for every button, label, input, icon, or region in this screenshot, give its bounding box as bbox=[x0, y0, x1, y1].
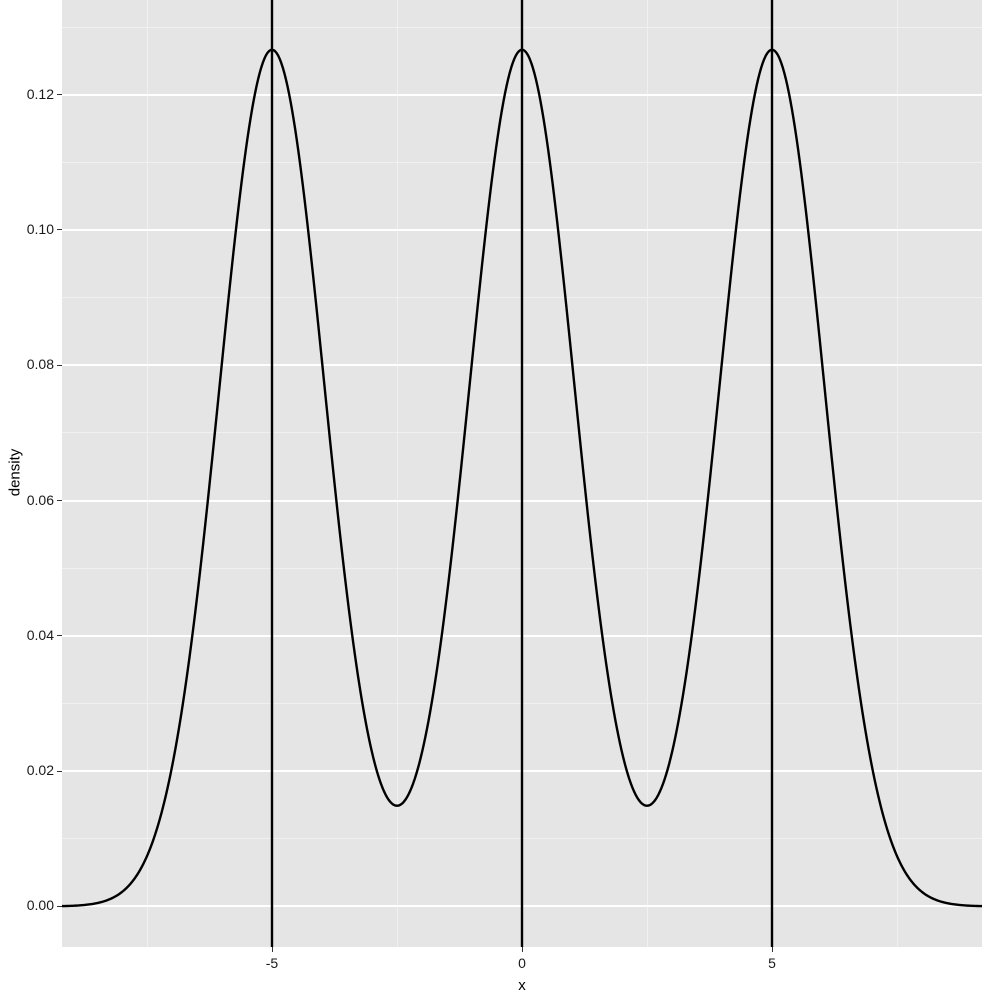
y-tick-label: 0.04 bbox=[27, 627, 54, 643]
y-tick-mark bbox=[57, 906, 62, 907]
y-tick-label: 0.00 bbox=[27, 897, 54, 913]
y-tick-mark bbox=[57, 365, 62, 366]
curve-layer bbox=[0, 0, 984, 1000]
y-tick-label: 0.12 bbox=[27, 86, 54, 102]
x-tick-mark bbox=[772, 947, 773, 952]
x-tick-mark bbox=[272, 947, 273, 952]
y-tick-label: 0.10 bbox=[27, 221, 54, 237]
x-tick-mark bbox=[522, 947, 523, 952]
y-tick-label: 0.08 bbox=[27, 356, 54, 372]
x-tick-label: 5 bbox=[742, 955, 802, 971]
x-tick-label: -5 bbox=[242, 955, 302, 971]
y-tick-mark bbox=[57, 635, 62, 636]
y-tick-mark bbox=[57, 771, 62, 772]
y-tick-mark bbox=[57, 229, 62, 230]
y-tick-label: 0.02 bbox=[27, 762, 54, 778]
y-axis-title: density bbox=[7, 422, 24, 522]
y-tick-mark bbox=[57, 500, 62, 501]
x-axis-title: x bbox=[472, 977, 572, 994]
density-chart: -5 0 5 0.00 0.02 0.04 0.06 0.08 0.10 0.12 x density bbox=[0, 0, 984, 1000]
x-tick-label: 0 bbox=[492, 955, 552, 971]
y-tick-label: 0.06 bbox=[27, 492, 54, 508]
y-tick-mark bbox=[57, 94, 62, 95]
